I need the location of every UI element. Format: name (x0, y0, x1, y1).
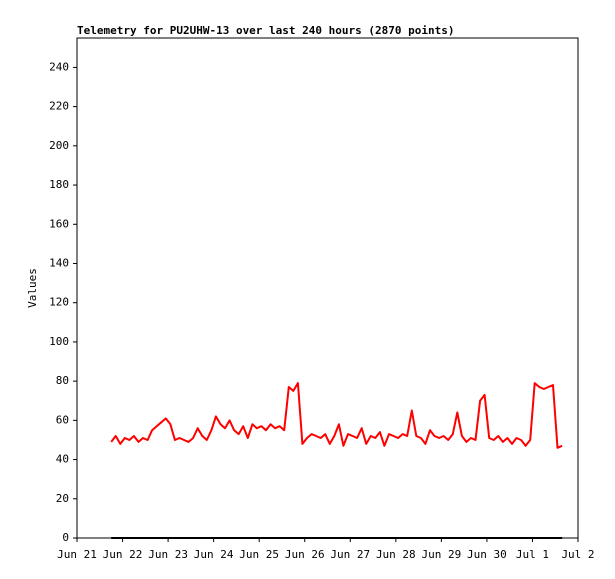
x-tick-label: Jul 2 (561, 548, 594, 561)
y-tick-label: 140 (49, 256, 69, 269)
x-tick-label: Jun 25 (239, 548, 279, 561)
x-tick-label: Jun 24 (194, 548, 234, 561)
y-tick-label: 200 (49, 139, 69, 152)
y-tick-label: 60 (56, 413, 69, 426)
y-tick-label: 240 (49, 60, 69, 73)
y-tick-label: 20 (56, 492, 69, 505)
y-tick-label: 180 (49, 178, 69, 191)
y-tick-label: 40 (56, 453, 69, 466)
y-axis-label: Values (26, 268, 39, 308)
y-tick-label: 80 (56, 374, 69, 387)
x-tick-label: Jul 1 (516, 548, 549, 561)
chart-title: Telemetry for PU2UHW-13 over last 240 ho… (77, 24, 455, 37)
plot-frame (76, 37, 579, 539)
y-tick-label: 100 (49, 335, 69, 348)
x-tick-label: Jun 22 (103, 548, 143, 561)
y-tick-label: 0 (62, 531, 69, 544)
x-tick-label: Jun 30 (467, 548, 507, 561)
x-tick-label: Jun 26 (285, 548, 325, 561)
x-tick-label: Jun 27 (330, 548, 370, 561)
y-tick-label: 120 (49, 296, 69, 309)
y-tick-label: 160 (49, 217, 69, 230)
x-tick-label: Jun 21 (57, 548, 97, 561)
x-tick-label: Jun 23 (148, 548, 188, 561)
x-tick-label: Jun 29 (421, 548, 461, 561)
y-tick-label: 220 (49, 100, 69, 113)
x-tick-label: Jun 28 (376, 548, 416, 561)
data-line (110, 382, 563, 449)
